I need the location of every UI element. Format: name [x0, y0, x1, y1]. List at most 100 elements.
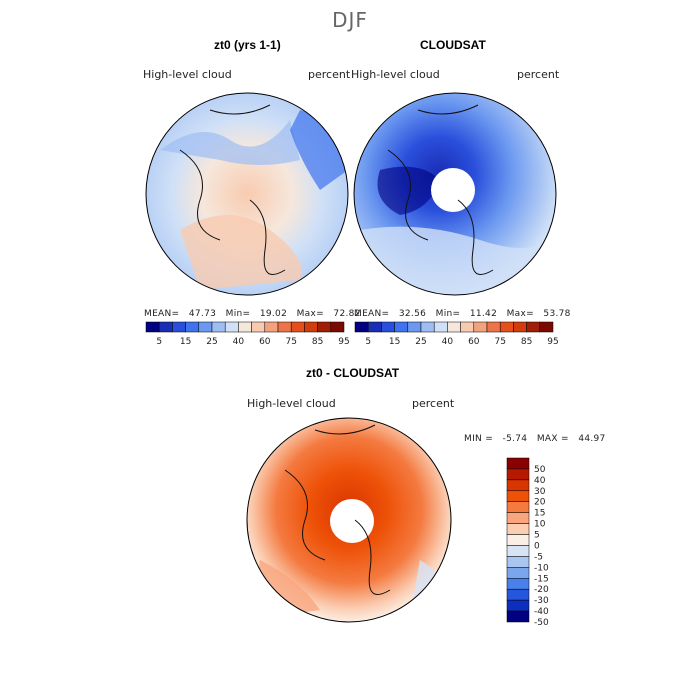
colorbar-tick-label: 15: [534, 509, 545, 519]
figure-title: DJF: [332, 8, 368, 32]
variable-label-diff: High-level cloud: [247, 397, 336, 410]
min-label: MIN =: [464, 434, 494, 444]
map-model-warm-region: [180, 215, 302, 290]
colorbar-tick-label: 15: [389, 337, 400, 347]
colorbar-tick-label: 95: [547, 337, 558, 347]
colorbar-swatch: [506, 523, 530, 535]
max-value: 44.97: [578, 434, 606, 444]
max-value: 53.78: [543, 309, 571, 319]
colorbar-swatch: [330, 321, 345, 333]
colorbar-tick-label: 75: [285, 337, 296, 347]
colorbar-tick-label: -50: [534, 618, 549, 628]
colorbar-swatch: [506, 501, 530, 513]
colorbar-tick-label: 20: [534, 498, 546, 508]
colorbar-tick-label: 25: [415, 337, 426, 347]
map-model-border: [145, 92, 349, 296]
map-model-coastlines: [179, 104, 286, 275]
colorbar-tick-label: 40: [442, 337, 454, 347]
mean-label: MEAN=: [144, 309, 180, 319]
map-diff-coastlines: [284, 424, 391, 595]
colorbar-tick-label: 95: [338, 337, 349, 347]
mean-value: 47.73: [188, 309, 217, 319]
colorbar-swatch: [433, 321, 448, 333]
map-obs: [354, 93, 556, 295]
colorbar-swatch: [224, 321, 239, 333]
colorbar-tick-label: 5: [365, 337, 371, 347]
colorbar-tick-label: 60: [259, 337, 271, 347]
units-label-diff: percent: [412, 397, 455, 410]
colorbar-swatch: [506, 567, 530, 579]
colorbar-tick-label: 85: [312, 337, 323, 347]
colorbar-swatch: [506, 588, 530, 601]
colorbar-tick-label: -5: [534, 552, 543, 562]
map-diff-pole-hole: [330, 499, 374, 543]
colorbar-swatch: [290, 321, 305, 333]
colorbar-swatch: [198, 321, 213, 333]
colorbar-swatch: [172, 321, 186, 333]
max-label: Max=: [296, 309, 324, 319]
colorbar-swatch: [145, 321, 160, 333]
min-value: 11.42: [469, 309, 498, 319]
colorbar-swatch: [506, 512, 530, 524]
mean-value: 32.56: [398, 309, 427, 319]
variable-label-obs: High-level cloud: [351, 68, 440, 81]
colorbar-swatch: [526, 321, 541, 333]
colorbar-tick-label: 25: [206, 337, 217, 347]
colorbar-tick-label: -20: [534, 585, 549, 595]
colorbar-swatch: [513, 321, 527, 333]
map-model: [146, 93, 348, 295]
colorbar-tick-label: 40: [534, 476, 546, 486]
map-obs-pale-south: [360, 226, 555, 295]
mean-label: MEAN=: [354, 309, 390, 319]
colorbar-swatch: [317, 321, 332, 333]
colorbar-swatch: [158, 321, 173, 333]
colorbar-swatch: [506, 556, 530, 568]
colorbar-swatch: [539, 321, 554, 333]
colorbar-tick-label: 85: [521, 337, 532, 347]
colorbar-swatch: [354, 321, 369, 333]
colorbar-tick-label: 50: [534, 465, 546, 475]
max-label: MAX =: [536, 434, 569, 444]
colorbar-swatch: [506, 479, 530, 492]
colorbar-swatch: [185, 321, 200, 333]
min-label: Min=: [435, 309, 461, 319]
colorbar-swatch: [277, 321, 292, 333]
map-obs-pole-hole: [431, 168, 475, 212]
colorbar-swatch: [407, 321, 422, 333]
colorbar-swatch: [499, 321, 514, 333]
colorbar-swatch: [506, 490, 530, 502]
colorbar-tick-label: -40: [534, 607, 549, 617]
colorbar-tick-label: -10: [534, 563, 549, 573]
max-value: 72.82: [333, 309, 361, 319]
colorbar-swatch: [473, 321, 488, 333]
colorbar-swatch: [381, 321, 395, 333]
map-obs-dark-core: [377, 166, 440, 215]
colorbar-swatch: [486, 321, 501, 333]
colorbar-swatch: [506, 468, 530, 481]
colorbar-swatch: [506, 457, 530, 470]
colorbar-swatch: [211, 321, 226, 333]
colorbar-tick-label: 5: [156, 337, 162, 347]
panel-title-model: zt0 (yrs 1-1): [214, 38, 281, 52]
colorbar-swatch: [506, 534, 530, 546]
min-value: 19.02: [259, 309, 288, 319]
colorbar-swatch: [238, 321, 252, 333]
colorbar-tick-label: 40: [233, 337, 245, 347]
colorbar-tick-label: 75: [494, 337, 505, 347]
colorbar-swatch: [264, 321, 279, 333]
stats-obs: MEAN= 32.56 Min= 11.42 Max= 53.78: [354, 309, 571, 319]
colorbar-tick-label: 5: [534, 531, 540, 541]
stats-diff: MIN = -5.74 MAX = 44.97: [464, 434, 606, 444]
colorbar-tick-label: -30: [534, 596, 549, 606]
colorbar-swatch: [367, 321, 382, 333]
colorbar-swatch: [506, 578, 530, 590]
colorbar-swatch: [304, 321, 318, 333]
units-label-obs: percent: [517, 68, 560, 81]
stats-model: MEAN= 47.73 Min= 19.02 Max= 72.82: [144, 309, 361, 319]
colorbar-tick-label: 0: [534, 541, 540, 551]
map-model-blue-region: [160, 120, 300, 165]
colorbar-swatch: [420, 321, 435, 333]
min-label: Min=: [225, 309, 251, 319]
